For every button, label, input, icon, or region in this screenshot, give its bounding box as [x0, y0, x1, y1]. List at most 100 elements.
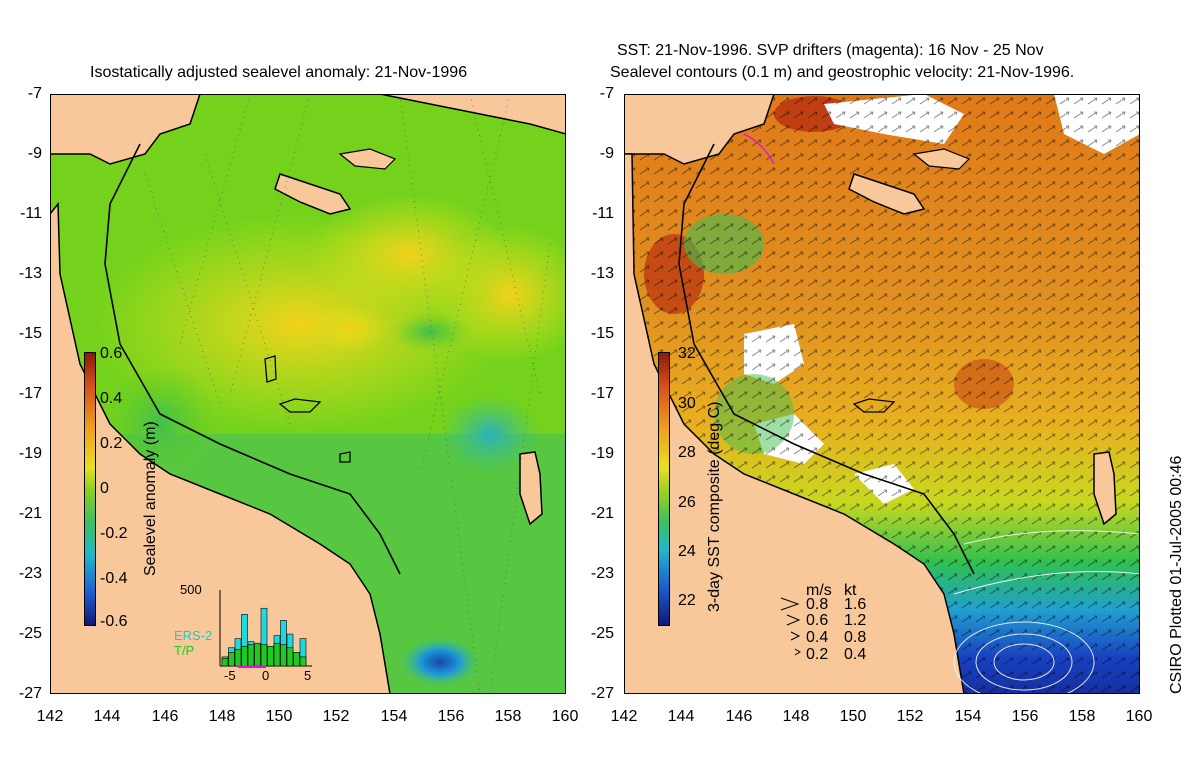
colorbar-label: Sealevel anomaly (m) [142, 421, 159, 576]
tp-bar [228, 652, 235, 667]
x-tick: 142 [610, 708, 638, 725]
x-tick: 150 [265, 708, 293, 725]
y-tick: -27 [590, 685, 614, 702]
colorbar-tick: -0.6 [100, 613, 128, 630]
legend-arrow-icon [780, 597, 800, 611]
inset-legend-tp: T/P [174, 643, 195, 658]
x-tick: 146 [725, 708, 753, 725]
y-tick: -17 [18, 385, 42, 402]
tp-bar [286, 647, 294, 667]
colorbar-tick: -0.2 [100, 525, 128, 542]
tp-bar [280, 644, 287, 667]
y-tick: -15 [18, 325, 42, 342]
x-tick: 148 [208, 708, 236, 725]
y-tick: -25 [590, 625, 614, 642]
legend-kt: 0.8 [844, 629, 867, 646]
tp-bar [267, 645, 274, 667]
legend-ms: 0.2 [806, 646, 829, 663]
colorbar-tick: -0.4 [100, 570, 128, 587]
colorbar-tick: 32 [678, 345, 696, 362]
legend-arrow-icon [786, 614, 801, 626]
y-tick: -11 [20, 205, 42, 222]
tp-bar [299, 656, 307, 667]
y-tick: -9 [27, 145, 42, 162]
tp-bar [247, 644, 255, 667]
colorbar-label: 3-day SST composite (deg C) [706, 401, 723, 612]
x-tick: 144 [93, 708, 121, 725]
left-panel-title: Isostatically adjusted sealevel anomaly:… [90, 64, 468, 81]
tp-bar [221, 658, 229, 667]
inset-x-tick: 5 [304, 668, 312, 683]
legend-header-kt: kt [844, 582, 857, 599]
colorbar-tick: 0 [100, 480, 109, 497]
tp-bar [241, 645, 248, 667]
x-tick: 160 [1125, 708, 1153, 725]
x-tick: 152 [322, 708, 350, 725]
x-tick: 158 [494, 708, 522, 725]
x-tick: 146 [151, 708, 179, 725]
y-tick: -11 [592, 205, 614, 222]
right-panel-title-line1: SST: 21-Nov-1996. SVP drifters (magenta)… [617, 42, 1044, 59]
y-tick: -13 [18, 265, 42, 282]
y-tick: -13 [590, 265, 614, 282]
inset-legend-ers2: ERS-2 [174, 628, 213, 643]
sst-velocity-map [624, 94, 1140, 694]
legend-ms: 0.8 [806, 596, 829, 613]
tp-bar [234, 648, 242, 667]
y-tick: -25 [18, 625, 42, 642]
x-tick: 150 [839, 708, 867, 725]
sealevel-anomaly-map [50, 94, 566, 694]
tp-bar [254, 642, 261, 667]
inset-x-tick: 0 [262, 668, 270, 683]
x-tick: 142 [36, 708, 64, 725]
x-tick: 152 [896, 708, 924, 725]
sst-colorbar [658, 352, 670, 626]
legend-kt: 1.2 [844, 612, 867, 629]
colorbar-tick: 30 [678, 395, 696, 412]
colorbar-tick: 0.2 [100, 435, 123, 452]
y-tick: -19 [590, 445, 614, 462]
y-tick: -21 [18, 505, 42, 522]
legend-header-ms: m/s [806, 582, 832, 599]
legend-arrow-icon [790, 631, 801, 641]
legend-kt: 1.6 [844, 596, 867, 613]
x-tick: 156 [1011, 708, 1039, 725]
y-tick: -7 [599, 85, 614, 102]
y-tick: -17 [590, 385, 614, 402]
x-tick: 154 [380, 708, 408, 725]
legend-arrow-icon [794, 648, 801, 656]
legend-kt: 0.4 [844, 646, 867, 663]
y-tick: -23 [18, 565, 42, 582]
x-tick: 160 [551, 708, 579, 725]
colorbar-tick: 22 [678, 592, 696, 609]
colorbar-tick: 0.6 [100, 345, 123, 362]
inset-ymax: 500 [180, 582, 202, 597]
tp-bar [260, 644, 268, 667]
x-tick: 148 [782, 708, 810, 725]
y-tick: -23 [590, 565, 614, 582]
x-tick: 158 [1068, 708, 1096, 725]
x-tick: 154 [954, 708, 982, 725]
colorbar-tick: 28 [678, 444, 696, 461]
x-tick: 144 [667, 708, 695, 725]
colorbar-tick: 0.4 [100, 390, 123, 407]
legend-ms: 0.4 [806, 629, 829, 646]
tp-bar [273, 642, 281, 667]
y-tick: -21 [590, 505, 614, 522]
x-tick: 156 [437, 708, 465, 725]
y-tick: -27 [18, 685, 42, 702]
y-tick: -9 [599, 145, 614, 162]
left-map-frame [50, 94, 566, 694]
y-tick: -15 [590, 325, 614, 342]
tp-bar [293, 652, 300, 667]
colorbar-tick: 24 [678, 543, 696, 560]
inset-bars [219, 590, 312, 668]
right-map-frame [624, 94, 1140, 694]
plot-credit-label: CSIRO Plotted 01-Jul-2005 00:46 [1168, 455, 1185, 694]
legend-ms: 0.6 [806, 612, 829, 629]
inset-x-tick: -5 [224, 668, 236, 683]
right-panel-title-line2: Sealevel contours (0.1 m) and geostrophi… [610, 64, 1075, 81]
y-tick: -19 [18, 445, 42, 462]
sealevel-colorbar [84, 352, 96, 626]
y-tick: -7 [27, 85, 42, 102]
